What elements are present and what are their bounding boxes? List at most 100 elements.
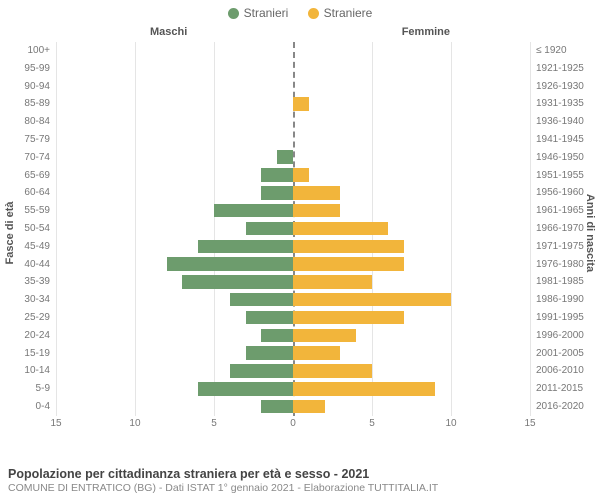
bar-half-female — [293, 237, 530, 255]
x-tick: 10 — [445, 418, 456, 429]
bar-female — [293, 204, 340, 218]
age-tick: 5-9 — [36, 383, 56, 394]
bar-half-female — [293, 131, 530, 149]
bar-female — [293, 222, 388, 236]
bar-half-male — [56, 273, 293, 291]
birth-tick: 1931-1935 — [530, 98, 584, 109]
bar-half-female — [293, 291, 530, 309]
bar-half-male — [56, 309, 293, 327]
age-tick: 80-84 — [24, 116, 56, 127]
age-row: 15-192001-2005 — [56, 344, 530, 362]
age-row: 35-391981-1985 — [56, 273, 530, 291]
chart-title: Popolazione per cittadinanza straniera p… — [8, 467, 438, 481]
birth-tick: ≤ 1920 — [530, 45, 567, 56]
age-row: 40-441976-1980 — [56, 255, 530, 273]
age-row: 95-991921-1925 — [56, 59, 530, 77]
bar-half-female — [293, 309, 530, 327]
bar-female — [293, 364, 372, 378]
age-row: 90-941926-1930 — [56, 77, 530, 95]
bar-male — [182, 275, 293, 289]
birth-tick: 2016-2020 — [530, 401, 584, 412]
bar-half-female — [293, 344, 530, 362]
bar-half-male — [56, 113, 293, 131]
bar-female — [293, 293, 451, 307]
bar-half-male — [56, 202, 293, 220]
bar-male — [261, 168, 293, 182]
bar-half-female — [293, 202, 530, 220]
footer: Popolazione per cittadinanza straniera p… — [8, 467, 438, 494]
plot: 100+≤ 192095-991921-192590-941926-193085… — [56, 42, 530, 416]
bar-half-male — [56, 326, 293, 344]
bar-half-male — [56, 166, 293, 184]
bar-half-female — [293, 255, 530, 273]
age-tick: 25-29 — [24, 312, 56, 323]
age-tick: 20-24 — [24, 330, 56, 341]
bar-half-male — [56, 398, 293, 416]
bar-half-male — [56, 95, 293, 113]
legend-swatch-female — [308, 8, 319, 19]
bar-male — [277, 150, 293, 164]
bar-male — [198, 382, 293, 396]
age-tick: 40-44 — [24, 259, 56, 270]
age-row: 25-291991-1995 — [56, 309, 530, 327]
bar-half-female — [293, 326, 530, 344]
bar-half-male — [56, 344, 293, 362]
age-row: 60-641956-1960 — [56, 184, 530, 202]
age-tick: 65-69 — [24, 170, 56, 181]
birth-tick: 1951-1955 — [530, 170, 584, 181]
age-tick: 85-89 — [24, 98, 56, 109]
bar-half-female — [293, 362, 530, 380]
chart-subtitle: COMUNE DI ENTRATICO (BG) - Dati ISTAT 1°… — [8, 482, 438, 494]
bar-male — [261, 186, 293, 200]
bar-half-male — [56, 220, 293, 238]
age-tick: 95-99 — [24, 63, 56, 74]
bar-male — [246, 222, 293, 236]
age-tick: 50-54 — [24, 223, 56, 234]
birth-tick: 1981-1985 — [530, 276, 584, 287]
age-row: 100+≤ 1920 — [56, 42, 530, 60]
age-tick: 10-14 — [24, 365, 56, 376]
bar-male — [246, 346, 293, 360]
bar-half-male — [56, 42, 293, 60]
bar-half-male — [56, 184, 293, 202]
bar-female — [293, 382, 435, 396]
x-tick: 15 — [524, 418, 535, 429]
age-row: 30-341986-1990 — [56, 291, 530, 309]
bar-half-female — [293, 42, 530, 60]
birth-tick: 1966-1970 — [530, 223, 584, 234]
chart-area: Maschi Femmine Fasce di età Anni di nasc… — [0, 24, 600, 442]
age-tick: 60-64 — [24, 187, 56, 198]
age-tick: 30-34 — [24, 294, 56, 305]
y-axis-label-right: Anni di nascita — [584, 193, 596, 271]
legend-label-female: Straniere — [324, 6, 373, 20]
age-row: 55-591961-1965 — [56, 202, 530, 220]
birth-tick: 1976-1980 — [530, 259, 584, 270]
bar-half-female — [293, 184, 530, 202]
bar-male — [261, 329, 293, 343]
bar-half-female — [293, 166, 530, 184]
age-tick: 45-49 — [24, 241, 56, 252]
age-row: 75-791941-1945 — [56, 131, 530, 149]
legend-item-male: Stranieri — [228, 6, 289, 20]
age-tick: 70-74 — [24, 152, 56, 163]
age-row: 70-741946-1950 — [56, 148, 530, 166]
birth-tick: 2001-2005 — [530, 348, 584, 359]
bar-male — [198, 240, 293, 254]
y-axis-label-left: Fasce di età — [4, 201, 16, 264]
bar-female — [293, 97, 309, 111]
age-tick: 75-79 — [24, 134, 56, 145]
bar-female — [293, 168, 309, 182]
x-axis: 15105051015 — [56, 418, 530, 432]
legend-label-male: Stranieri — [244, 6, 289, 20]
bar-half-male — [56, 291, 293, 309]
bar-half-female — [293, 273, 530, 291]
birth-tick: 1986-1990 — [530, 294, 584, 305]
bar-female — [293, 329, 356, 343]
bar-half-male — [56, 131, 293, 149]
birth-tick: 1921-1925 — [530, 63, 584, 74]
age-row: 45-491971-1975 — [56, 237, 530, 255]
bar-half-male — [56, 77, 293, 95]
bar-half-male — [56, 362, 293, 380]
age-row: 10-142006-2010 — [56, 362, 530, 380]
bar-female — [293, 311, 404, 325]
